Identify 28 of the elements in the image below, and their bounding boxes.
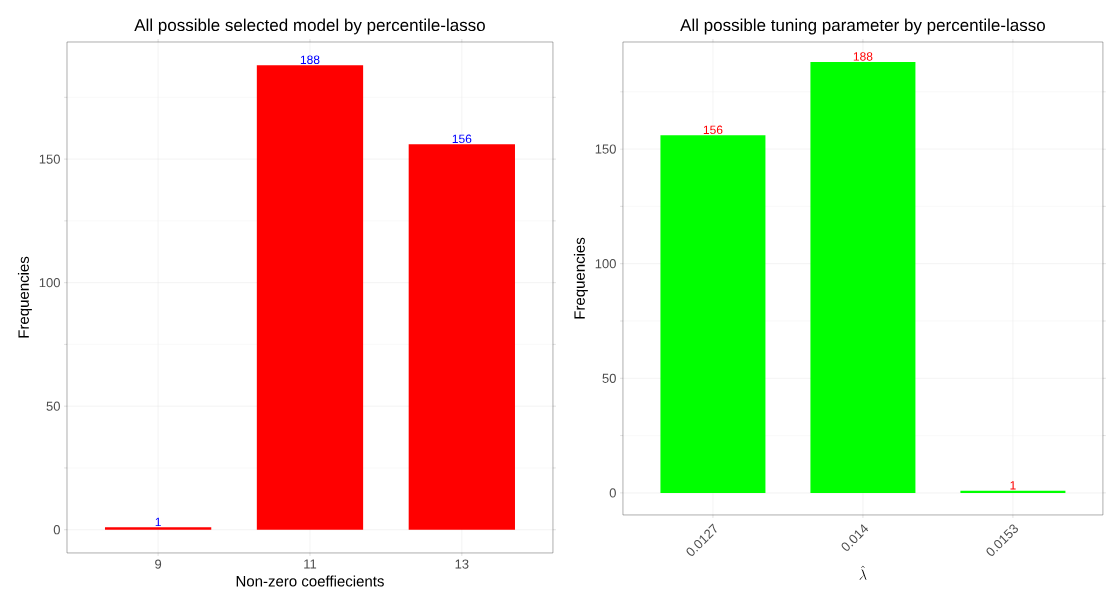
y-axis-title: Frequencies <box>573 237 588 319</box>
bar <box>104 527 212 530</box>
bar <box>810 61 916 493</box>
y-tick-label: 50 <box>46 401 60 411</box>
data-label: 188 <box>300 55 320 65</box>
x-tick-label: 11 <box>304 559 317 569</box>
data-label: 1 <box>155 517 161 527</box>
x-axis-title: Non-zero coeffiecients <box>236 575 384 587</box>
bar <box>660 135 766 493</box>
y-tick-label: 0 <box>53 525 60 535</box>
data-label: 156 <box>703 125 723 135</box>
y-tick-label: 150 <box>595 144 616 154</box>
x-tick-label: 9 <box>155 559 162 569</box>
y-tick-label: 100 <box>595 259 616 269</box>
data-label: 1 <box>1010 481 1016 490</box>
y-tick-label: 50 <box>602 373 616 383</box>
chart-title: All possible selected model by percentile-lasso <box>134 18 485 35</box>
y-tick-label: 0 <box>609 488 616 498</box>
bar <box>408 144 515 530</box>
bar <box>256 65 364 530</box>
x-axis-title: $\hat{\lambda}$ <box>859 565 867 580</box>
data-label: 156 <box>452 134 472 144</box>
chart-title: All possible tuning parameter by percentile-lasso <box>680 18 1045 35</box>
x-tick-label: 13 <box>455 559 469 569</box>
y-tick-label: 150 <box>39 154 60 164</box>
y-axis-title: Frequencies <box>17 256 32 338</box>
data-label: 188 <box>853 52 873 61</box>
y-tick-label: 100 <box>39 278 60 288</box>
